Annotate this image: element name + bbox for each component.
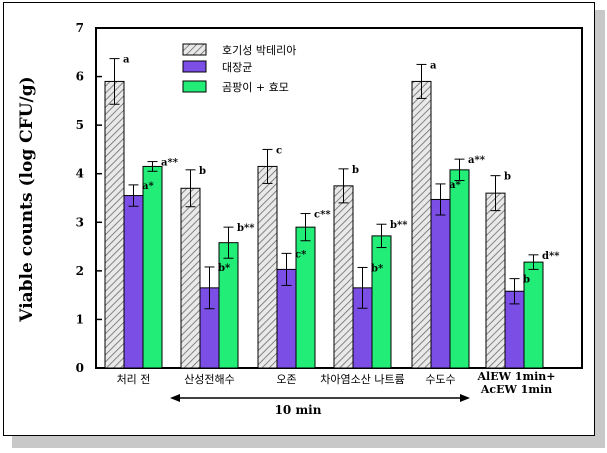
- legend-label: 곰팡이 + 효모: [222, 81, 289, 94]
- bar: [218, 242, 239, 369]
- x-category-label: AcEW 1min: [480, 383, 552, 396]
- bar: [142, 165, 163, 369]
- period-label: 10 min: [275, 403, 322, 417]
- significance-label: a*: [449, 180, 461, 191]
- significance-label: a*: [142, 181, 154, 192]
- x-category-label: AlEW 1min+: [477, 370, 556, 383]
- significance-label: b*: [218, 263, 231, 274]
- legend-label: 대장균: [222, 61, 252, 74]
- y-tick-label: 6: [76, 70, 84, 84]
- significance-label: b: [352, 165, 359, 176]
- y-tick-label: 4: [76, 167, 84, 181]
- significance-label: c: [276, 145, 282, 156]
- bar: [430, 198, 451, 369]
- bar: [257, 165, 278, 369]
- bar: [123, 195, 144, 369]
- bar: [449, 169, 470, 369]
- period-arrow-head-left: [170, 394, 180, 402]
- bar: [104, 80, 125, 369]
- x-category-label: 산성전해수: [184, 372, 235, 386]
- y-tick-label: 1: [76, 312, 84, 326]
- significance-label: b: [504, 172, 511, 183]
- x-axis-categories: 처리 전 산성전해수 오존 차아염소산 나트륨 수도수 AlEW 1min+AcEW 1m…: [117, 370, 556, 396]
- y-tick-label: 2: [76, 264, 84, 278]
- legend-swatch: [182, 80, 207, 93]
- y-tick-label: 3: [76, 215, 84, 229]
- y-tick-label: 0: [76, 361, 84, 375]
- significance-label: a**: [161, 158, 179, 169]
- y-tick-label: 5: [76, 118, 84, 132]
- legend-swatch: [182, 43, 207, 56]
- significance-label: b: [199, 166, 206, 177]
- significance-label: c**: [314, 210, 331, 221]
- significance-label: b**: [237, 223, 255, 234]
- bar: [411, 80, 432, 369]
- legend-swatch: [182, 60, 207, 73]
- x-category-label: 오존: [276, 373, 296, 386]
- period-arrow-head-right: [460, 394, 470, 402]
- significance-label: b*: [371, 263, 384, 274]
- significance-label: b**: [390, 220, 408, 231]
- significance-labels-layer: a a* a** b b* b** c c* c** b b* b** a a* a** b b d**: [123, 55, 560, 286]
- legend-label: 호기성 박테리아: [222, 44, 296, 57]
- significance-label: d**: [542, 251, 560, 262]
- y-axis-label: Viable counts (log CFU/g): [17, 76, 37, 322]
- bar: [180, 187, 201, 369]
- bars-layer: [104, 80, 544, 369]
- bar: [295, 226, 316, 369]
- period-annotation: 10 min: [170, 394, 470, 417]
- significance-label: a: [123, 55, 130, 66]
- bar: [333, 185, 354, 369]
- bar: [485, 192, 506, 369]
- y-axis: 0 1 2 3 4 5 6 7: [76, 21, 102, 375]
- significance-label: a: [430, 60, 437, 71]
- y-tick-label: 7: [76, 21, 84, 35]
- significance-label: c*: [295, 249, 307, 260]
- significance-label: a**: [468, 155, 486, 166]
- x-category-label: 차아염소산 나트륨: [320, 373, 404, 386]
- x-category-label: 수도수: [425, 373, 455, 386]
- bar: [371, 235, 392, 369]
- error-bars-layer: [109, 58, 539, 310]
- significance-label: b: [523, 275, 530, 286]
- x-category-label: 처리 전: [117, 373, 151, 386]
